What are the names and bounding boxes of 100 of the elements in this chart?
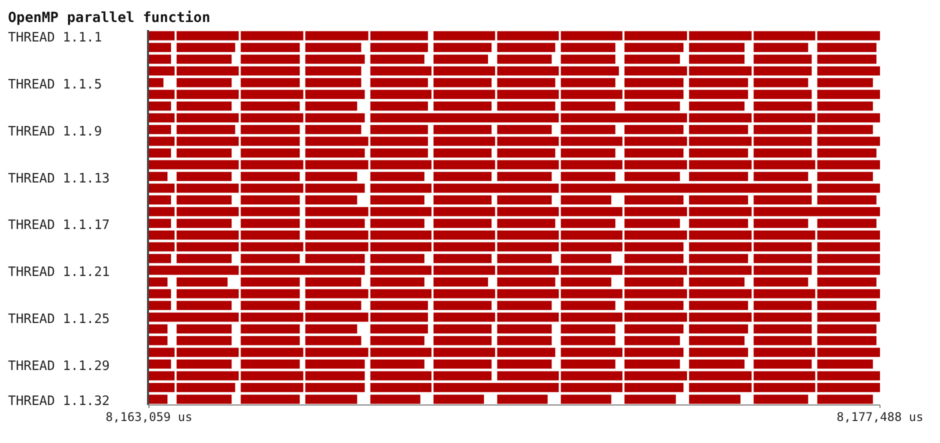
- bar: [497, 78, 556, 88]
- bar: [817, 336, 876, 346]
- bar: [240, 218, 300, 228]
- bar: [305, 277, 362, 287]
- bar: [754, 207, 880, 216]
- bar: [560, 312, 622, 322]
- bar: [817, 136, 880, 146]
- bar: [817, 266, 880, 275]
- bar: [305, 254, 365, 264]
- bar: [817, 66, 880, 76]
- bar: [434, 348, 496, 357]
- bar: [754, 242, 812, 252]
- bar: [176, 324, 232, 334]
- bar: [305, 54, 365, 64]
- bar: [817, 184, 880, 193]
- bar: [560, 78, 616, 88]
- bar: [176, 242, 239, 252]
- bar: [434, 160, 496, 170]
- bar: [689, 289, 752, 298]
- bar: [370, 148, 428, 158]
- bar: [370, 324, 428, 334]
- bar: [305, 289, 368, 298]
- bar: [240, 242, 304, 252]
- bar: [560, 382, 622, 392]
- bar: [754, 371, 816, 380]
- bar: [149, 113, 175, 122]
- bar: [754, 348, 816, 357]
- bar: [754, 230, 816, 240]
- bar: [240, 230, 300, 240]
- bar: [817, 277, 876, 287]
- bar: [754, 360, 812, 369]
- bar: [689, 113, 752, 122]
- bar: [689, 102, 745, 111]
- bar: [176, 78, 232, 88]
- bar: [817, 360, 873, 369]
- bar: [434, 42, 492, 52]
- bar: [149, 54, 172, 64]
- bar: [689, 230, 752, 240]
- bar: [624, 78, 684, 88]
- bar: [176, 289, 239, 298]
- bar: [149, 348, 175, 357]
- bar: [149, 242, 175, 252]
- bar: [176, 54, 232, 64]
- bar: [560, 31, 622, 40]
- bar: [305, 300, 362, 310]
- bar: [305, 42, 362, 52]
- bar: [305, 230, 368, 240]
- bar: [817, 230, 880, 240]
- bar: [176, 348, 239, 357]
- bar: [817, 394, 873, 404]
- bar: [689, 66, 752, 76]
- bar: [560, 148, 616, 158]
- bar: [305, 184, 365, 193]
- bar: [624, 160, 688, 170]
- bar: [240, 113, 304, 122]
- bar: [497, 31, 559, 40]
- bar: [434, 90, 496, 99]
- bar: [689, 54, 745, 64]
- bar: [560, 277, 612, 287]
- bar: [149, 172, 168, 182]
- bar: [560, 324, 616, 334]
- bar: [689, 31, 752, 40]
- bar: [240, 172, 300, 182]
- bar: [560, 336, 616, 346]
- bar: [754, 90, 812, 99]
- bar: [149, 300, 172, 310]
- bar: [176, 184, 239, 193]
- bar: [305, 242, 368, 252]
- bar: [370, 300, 428, 310]
- bar: [176, 90, 239, 99]
- bar: [689, 124, 748, 134]
- bar: [370, 195, 424, 204]
- bar: [305, 195, 358, 204]
- bar: [176, 207, 239, 216]
- bar: [149, 78, 164, 88]
- bar: [754, 136, 812, 146]
- bar: [754, 394, 808, 404]
- bar: [370, 348, 432, 357]
- bar: [176, 382, 236, 392]
- bar: [240, 148, 300, 158]
- bar: [560, 360, 616, 369]
- bar: [240, 360, 300, 369]
- bar: [817, 348, 880, 357]
- bar: [434, 31, 496, 40]
- bar: [370, 54, 424, 64]
- bar: [560, 218, 616, 228]
- bar: [434, 324, 492, 334]
- bar: [689, 78, 748, 88]
- bar: [370, 336, 424, 346]
- bar: [624, 207, 688, 216]
- bar: [754, 54, 812, 64]
- bar: [305, 148, 365, 158]
- bar: [149, 312, 239, 322]
- bar: [689, 242, 752, 252]
- bar: [689, 148, 748, 158]
- y-tick-label: THREAD 1.1.21: [8, 265, 110, 280]
- bar: [434, 172, 492, 182]
- bar: [497, 207, 559, 216]
- bar: [176, 102, 232, 111]
- bar: [149, 277, 168, 287]
